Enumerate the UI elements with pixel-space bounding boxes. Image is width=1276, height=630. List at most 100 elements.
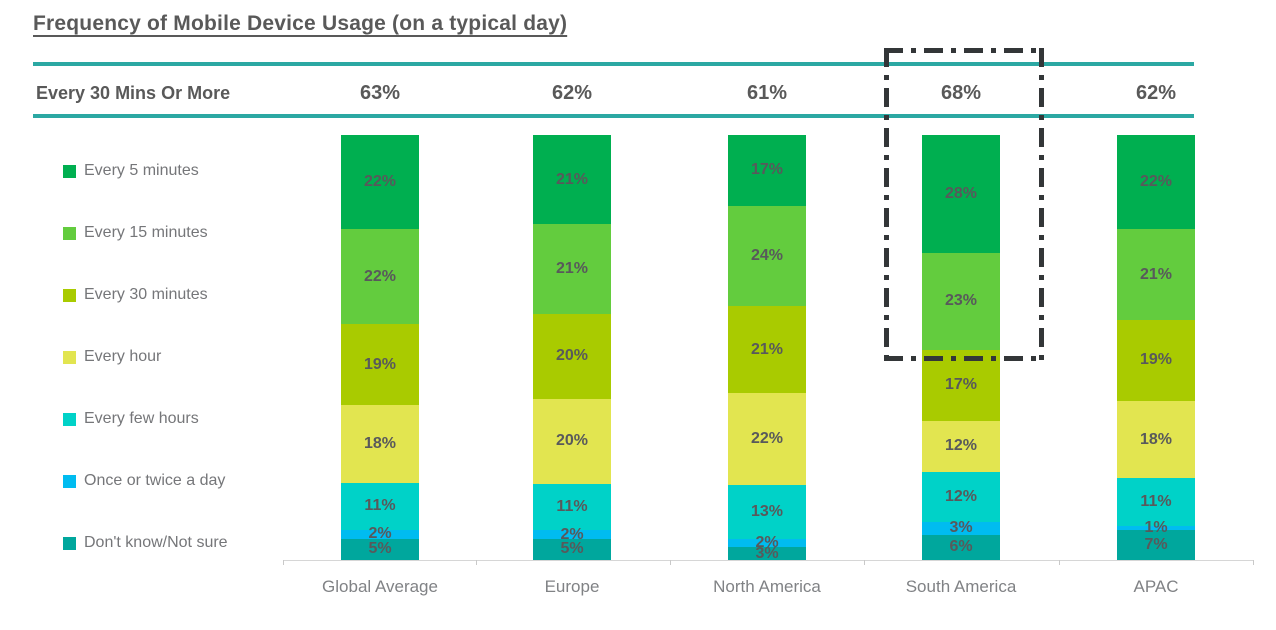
segment-value-label: 22%: [363, 173, 397, 191]
legend-item-label: Every 30 minutes: [84, 286, 208, 303]
legend-item-every-hour: Every hour: [63, 347, 161, 367]
legend-item-once-or-twice-a-day: Once or twice a day: [63, 471, 225, 491]
legend-item-every-15-minutes: Every 15 minutes: [63, 223, 208, 243]
bar-segment-every-5-minutes: 22%: [1117, 135, 1195, 230]
highlight-box-edge: [1039, 48, 1044, 361]
segment-value-label: 22%: [1139, 173, 1173, 191]
bar-segment-every-hour: 12%: [922, 421, 1000, 472]
bar-segment-every-30-minutes: 17%: [922, 349, 1000, 422]
segment-value-label: 2%: [560, 525, 584, 543]
bar-segment-every-5-minutes: 21%: [533, 135, 611, 225]
segment-value-label: 3%: [755, 544, 779, 562]
segment-value-label: 1%: [1144, 518, 1168, 536]
x-axis-line: [283, 560, 1253, 561]
axis-tick: [476, 560, 477, 565]
segment-value-label: 18%: [363, 435, 397, 453]
segment-value-label: 5%: [368, 540, 392, 558]
segment-value-label: 20%: [555, 432, 589, 449]
segment-value-label: 12%: [944, 487, 978, 505]
bar-segment-every-few-hours: 11%: [341, 482, 419, 530]
bar-segment-every-5-minutes: 22%: [341, 135, 419, 230]
bar-segment-every-15-minutes: 21%: [533, 224, 611, 314]
category-label-south-america: South America: [905, 577, 1017, 596]
segment-value-label: 21%: [555, 259, 589, 277]
bar-segment-once-or-twice-a-day: 2%: [533, 526, 611, 542]
segment-value-label: 2%: [368, 525, 392, 543]
segment-value-label: 22%: [750, 430, 784, 448]
bar-north-america: 17% 24% 21% 22% 13% 2% 3%: [728, 135, 806, 562]
segment-value-label: 21%: [555, 170, 589, 188]
bar-segment-once-or-twice-a-day: 2%: [728, 535, 806, 551]
bar-segment-every-15-minutes: 24%: [728, 205, 806, 306]
bar-segment-every-5-minutes: 17%: [728, 135, 806, 206]
bar-segment-don-t-know-not-sure: 5%: [533, 538, 611, 560]
legend-item-label: Every 15 minutes: [84, 224, 208, 241]
segment-value-label: 19%: [363, 355, 397, 373]
segment-value-label: 11%: [1140, 493, 1172, 511]
chart-title: Frequency of Mobile Device Usage (on a t…: [33, 12, 568, 35]
bar-segment-don-t-know-not-sure: 6%: [922, 534, 1000, 560]
legend-swatch-icon: [63, 226, 76, 240]
axis-tick: [1059, 560, 1060, 565]
bar-segment-every-few-hours: 12%: [922, 471, 1000, 523]
category-label-apac: APAC: [1133, 577, 1179, 596]
legend-swatch-icon: [63, 474, 76, 488]
highlight-box-edge: [884, 48, 1044, 53]
segment-value-label: 22%: [363, 267, 397, 285]
segment-value-label: 24%: [750, 246, 784, 264]
bar-segment-every-15-minutes: 23%: [922, 252, 1000, 350]
legend-item-label: Once or twice a day: [84, 472, 226, 489]
bar-segment-every-hour: 18%: [1117, 401, 1195, 479]
bar-segment-every-30-minutes: 20%: [533, 313, 611, 399]
bar-segment-every-5-minutes: 28%: [922, 135, 1000, 253]
segment-value-label: 2%: [755, 534, 779, 552]
segment-value-label: 21%: [750, 340, 784, 358]
legend-item-label: Every few hours: [84, 410, 199, 427]
highlight-box-edge: [884, 48, 889, 361]
segment-value-label: 23%: [944, 292, 978, 310]
bar-segment-every-30-minutes: 21%: [728, 305, 806, 394]
bar-segment-every-few-hours: 11%: [533, 483, 611, 531]
bar-segment-don-t-know-not-sure: 7%: [1117, 529, 1195, 560]
summary-value-global-average: 63%: [359, 82, 401, 104]
legend-swatch-icon: [63, 350, 76, 364]
summary-value-europe: 62%: [551, 82, 593, 104]
axis-tick: [1253, 560, 1254, 565]
legend-item-every-30-minutes: Every 30 minutes: [63, 285, 208, 305]
bar-segment-don-t-know-not-sure: 3%: [728, 544, 806, 562]
segment-value-label: 20%: [555, 347, 589, 364]
bar-south-america: 28% 23% 17% 12% 12% 3% 6%: [922, 135, 1000, 560]
axis-tick: [864, 560, 865, 565]
segment-value-label: 18%: [1139, 430, 1173, 448]
bar-europe: 21% 21% 20% 20% 11% 2% 5%: [533, 135, 611, 560]
legend-item-label: Don't know/Not sure: [84, 534, 228, 551]
bar-segment-once-or-twice-a-day: 1%: [1117, 519, 1195, 535]
bar-segment-every-few-hours: 13%: [728, 484, 806, 540]
segment-value-label: 13%: [750, 503, 784, 521]
bar-segment-every-hour: 22%: [728, 393, 806, 485]
axis-tick: [283, 560, 284, 565]
segment-value-label: 3%: [949, 519, 973, 537]
category-label-europe: Europe: [544, 577, 600, 596]
legend-swatch-icon: [63, 164, 76, 178]
axis-tick: [670, 560, 671, 565]
legend-item-label: Every hour: [84, 348, 162, 365]
bar-segment-every-30-minutes: 19%: [1117, 319, 1195, 402]
segment-value-label: 11%: [364, 497, 396, 515]
summary-value-south-america: 68%: [940, 82, 982, 104]
summary-value-north-america: 61%: [746, 82, 788, 104]
bar-segment-every-15-minutes: 21%: [1117, 229, 1195, 320]
bar-segment-every-15-minutes: 22%: [341, 229, 419, 324]
legend-swatch-icon: [63, 288, 76, 302]
bar-global-average: 22% 22% 19% 18% 11% 2% 5%: [341, 135, 419, 560]
legend-swatch-icon: [63, 536, 76, 550]
segment-value-label: 28%: [944, 184, 978, 202]
legend-swatch-icon: [63, 412, 76, 426]
segment-value-label: 5%: [560, 540, 584, 558]
bar-segment-don-t-know-not-sure: 5%: [341, 538, 419, 560]
divider-line-top: [33, 62, 1194, 66]
category-label-global-average: Global Average: [322, 577, 438, 596]
divider-line-bottom: [33, 114, 1194, 118]
bar-segment-once-or-twice-a-day: 3%: [922, 519, 1000, 537]
legend-item-every-5-minutes: Every 5 minutes: [63, 161, 199, 181]
